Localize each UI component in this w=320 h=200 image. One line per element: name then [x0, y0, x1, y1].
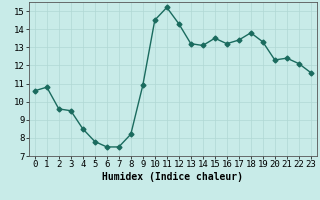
X-axis label: Humidex (Indice chaleur): Humidex (Indice chaleur) — [102, 172, 243, 182]
